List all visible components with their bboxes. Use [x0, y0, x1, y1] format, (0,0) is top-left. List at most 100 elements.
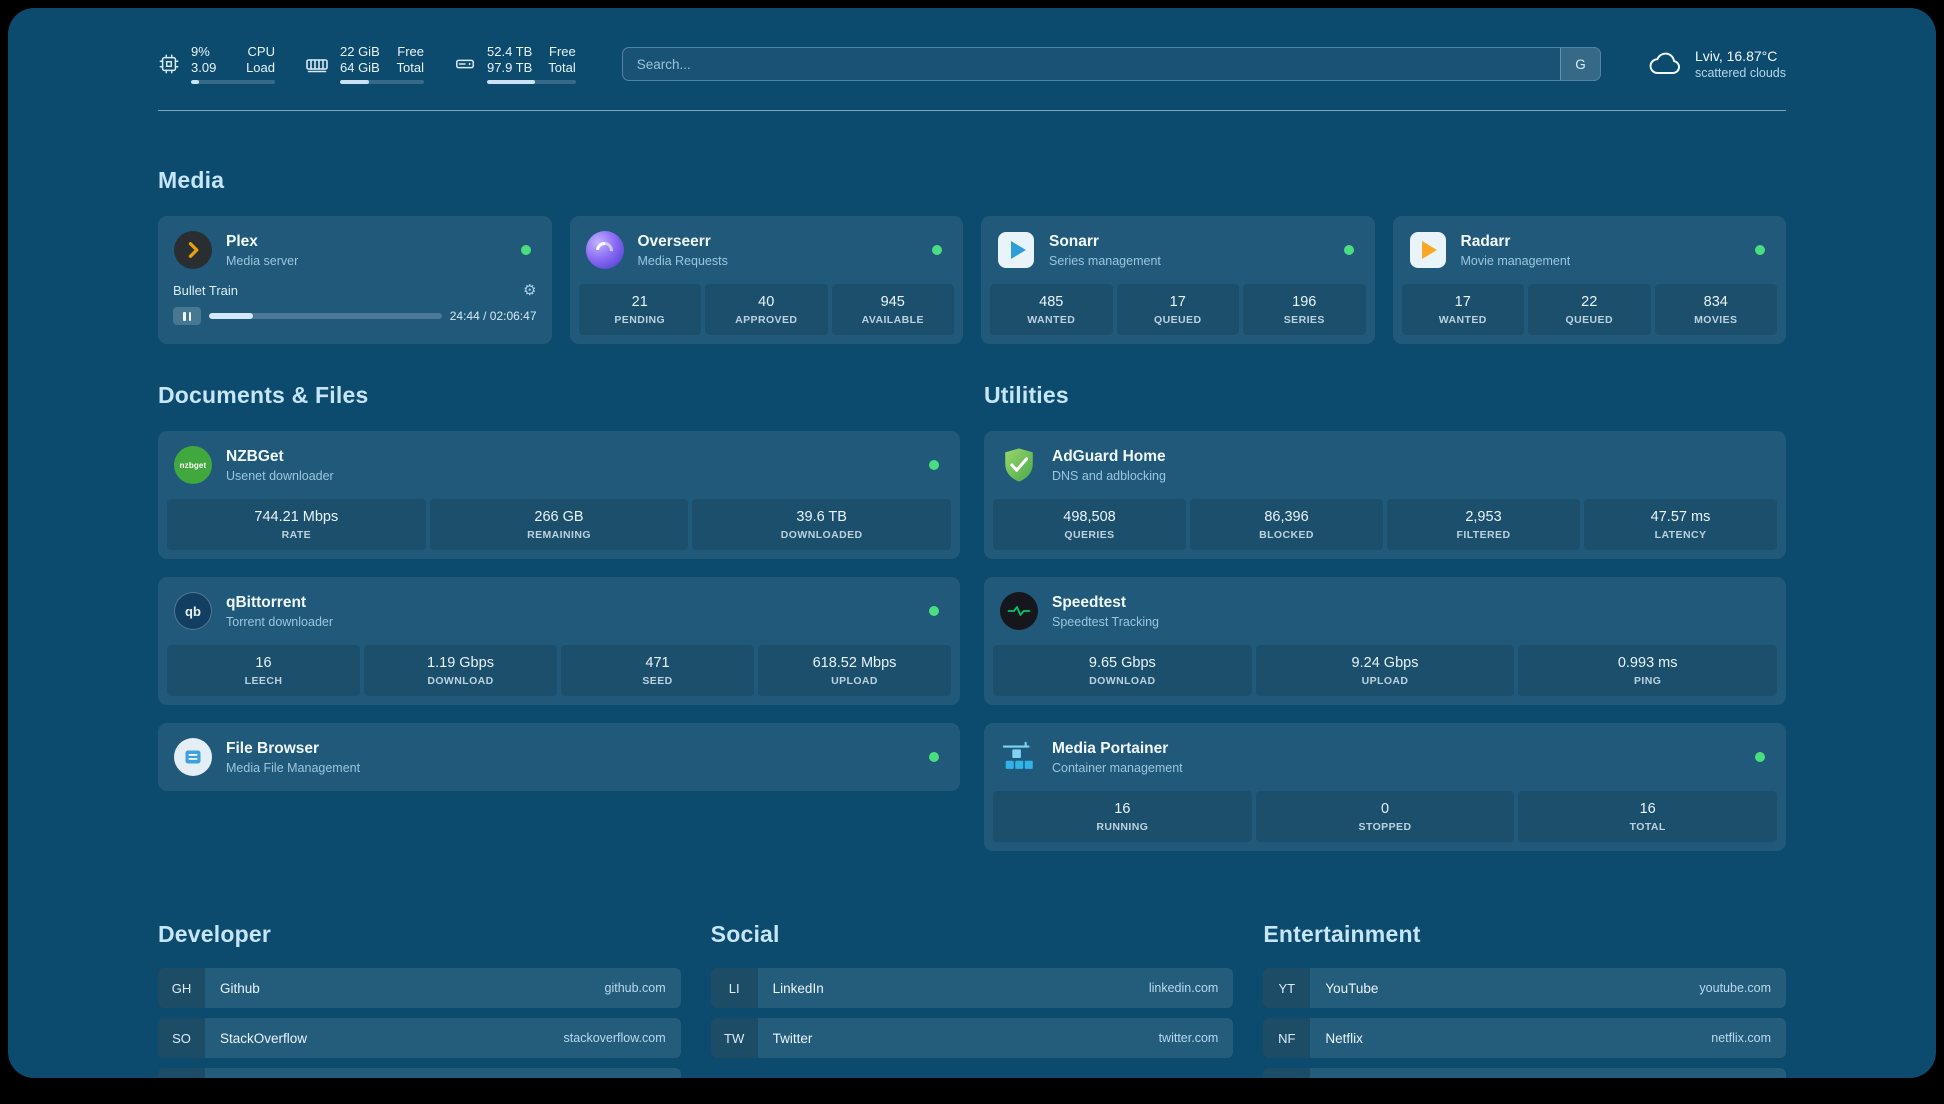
- bookmark-abbr: SO: [158, 1018, 205, 1058]
- service-link-plex[interactable]: Plex Media server: [167, 225, 543, 275]
- stat-queries: 498,508 QUERIES: [993, 499, 1186, 550]
- pause-button[interactable]: [173, 307, 201, 325]
- bookmark-group-title: Social: [710, 921, 780, 947]
- service-link-qbittorrent[interactable]: qb qBittorrent Torrent downloader: [167, 586, 951, 636]
- stat-value: 471: [645, 655, 670, 671]
- status-dot: [929, 460, 939, 470]
- stat-value: 86,396: [1264, 509, 1309, 525]
- weather-widget: Lviv, 16.87°C scattered clouds: [1647, 48, 1786, 80]
- stat-value: 196: [1292, 294, 1317, 310]
- disk-icon: [454, 53, 476, 75]
- bookmark-reddit[interactable]: RE Reddit reddit.com: [1263, 1068, 1786, 1078]
- bookmark-abbr: LI: [710, 968, 758, 1008]
- stat-total: 16 TOTAL: [1518, 791, 1778, 842]
- stat-value: 744.21 Mbps: [254, 509, 339, 525]
- service-link-filebrowser[interactable]: File Browser Media File Management: [167, 732, 951, 782]
- service-card-speedtest: Speedtest Speedtest Tracking 9.65 Gbps D…: [984, 577, 1786, 705]
- stat-label: REMAINING: [527, 529, 591, 541]
- disk-bar: [487, 80, 576, 84]
- stat-queued: 17 QUEUED: [1116, 284, 1239, 335]
- service-name: File Browser: [226, 740, 320, 758]
- service-name: qBittorrent: [226, 594, 307, 612]
- stat-value: 21: [631, 294, 648, 310]
- stat-label: APPROVED: [735, 314, 798, 326]
- section-title-utilities: Utilities: [984, 382, 1069, 408]
- bookmark-dev[interactable]: DT DEV dev.to: [158, 1068, 681, 1078]
- search-provider-button[interactable]: G: [1559, 48, 1600, 80]
- search-input[interactable]: [622, 48, 1560, 80]
- bookmark-netflix[interactable]: NF Netflix netflix.com: [1263, 1018, 1786, 1058]
- sonarr-icon: [996, 230, 1036, 270]
- stat-download: 1.19 Gbps DOWNLOAD: [364, 645, 557, 696]
- disk-widget: 52.4 TB Free 97.9 TB Total: [454, 44, 576, 84]
- playback-progress-bar[interactable]: [209, 313, 442, 319]
- status-dot: [1755, 752, 1765, 762]
- stat-running: 16 RUNNING: [993, 791, 1252, 842]
- bookmark-youtube[interactable]: YT YouTube youtube.com: [1263, 968, 1786, 1008]
- service-subtitle: Speedtest Tracking: [1052, 614, 1160, 629]
- status-dot: [932, 245, 942, 255]
- bookmark-url: twitter.com: [1158, 1031, 1219, 1045]
- stat-label: LEECH: [244, 675, 283, 687]
- service-link-sonarr[interactable]: Sonarr Series management: [990, 225, 1366, 275]
- bookmark-abbr: TW: [710, 1018, 758, 1058]
- stat-label: SEED: [642, 675, 673, 687]
- stat-label: RUNNING: [1096, 821, 1149, 833]
- service-link-nzbget[interactable]: nzbget NZBGet Usenet downloader: [167, 440, 951, 490]
- bookmark-name: Github: [220, 980, 260, 996]
- bookmark-group-title: Entertainment: [1263, 921, 1421, 947]
- playback-time: 24:44 / 02:06:47: [449, 309, 537, 323]
- service-link-adguard[interactable]: AdGuard Home DNS and adblocking: [993, 440, 1777, 490]
- cpu-widget: 9% CPU 3.09 Load: [158, 44, 275, 84]
- stat-label: UPLOAD: [1361, 675, 1409, 687]
- stat-value: 498,508: [1063, 509, 1116, 525]
- memory-free-label: Free: [397, 44, 424, 59]
- stat-label: AVAILABLE: [861, 314, 924, 326]
- stat-label: TOTAL: [1629, 821, 1666, 833]
- top-bar: 9% CPU 3.09 Load 22: [158, 44, 1786, 84]
- bookmark-github[interactable]: GH Github github.com: [158, 968, 681, 1008]
- service-card-sonarr: Sonarr Series management 485 WANTED 17 Q…: [981, 216, 1375, 344]
- service-link-overseerr[interactable]: Overseerr Media Requests: [579, 225, 955, 275]
- stat-label: UPLOAD: [831, 675, 878, 687]
- service-name: Speedtest: [1052, 594, 1127, 612]
- bookmark-url: stackoverflow.com: [563, 1031, 666, 1045]
- stat-approved: 40 APPROVED: [705, 284, 828, 335]
- radarr-icon: [1408, 230, 1448, 270]
- service-link-speedtest[interactable]: Speedtest Speedtest Tracking: [993, 586, 1777, 636]
- service-card-radarr: Radarr Movie management 17 WANTED 22 QUE…: [1392, 216, 1786, 344]
- stat-label: RATE: [281, 529, 312, 541]
- qbittorrent-icon: qb: [173, 591, 213, 631]
- service-name: Overseerr: [637, 233, 711, 251]
- stat-label: PING: [1634, 675, 1662, 687]
- service-card-nzbget: nzbget NZBGet Usenet downloader 744.21 M…: [158, 431, 960, 559]
- bookmark-url: netflix.com: [1711, 1031, 1771, 1045]
- weather-condition: scattered clouds: [1694, 66, 1786, 80]
- gear-icon[interactable]: ⚙: [523, 282, 537, 299]
- cpu-load-value: 3.09: [191, 60, 217, 75]
- stat-leech: 16 LEECH: [167, 645, 360, 696]
- stat-label: FILTERED: [1456, 529, 1511, 541]
- bookmark-linkedin[interactable]: LI LinkedIn linkedin.com: [710, 968, 1234, 1008]
- service-name: NZBGet: [226, 448, 284, 466]
- stat-value: 9.65 Gbps: [1088, 655, 1156, 671]
- bookmark-twitter[interactable]: TW Twitter twitter.com: [710, 1018, 1234, 1058]
- stat-value: 16: [255, 655, 272, 671]
- stat-series: 196 SERIES: [1243, 284, 1366, 335]
- speedtest-icon: [999, 591, 1039, 631]
- stat-rate: 744.21 Mbps RATE: [167, 499, 426, 550]
- stat-value: 17: [1454, 294, 1471, 310]
- bookmark-stackoverflow[interactable]: SO StackOverflow stackoverflow.com: [158, 1018, 681, 1058]
- status-dot: [929, 606, 939, 616]
- service-name: Plex: [226, 233, 258, 251]
- stat-blocked: 86,396 BLOCKED: [1190, 499, 1383, 550]
- cpu-icon: [158, 53, 180, 75]
- service-subtitle: Media File Management: [226, 760, 361, 775]
- topbar-divider: [158, 110, 1786, 111]
- service-link-radarr[interactable]: Radarr Movie management: [1402, 225, 1778, 275]
- disk-total-value: 97.9 TB: [487, 60, 533, 75]
- bookmark-url: github.com: [604, 981, 666, 995]
- service-link-portainer[interactable]: Media Portainer Container management: [993, 732, 1777, 782]
- service-card-portainer: Media Portainer Container management 16 …: [984, 723, 1786, 851]
- stat-label: SERIES: [1283, 314, 1325, 326]
